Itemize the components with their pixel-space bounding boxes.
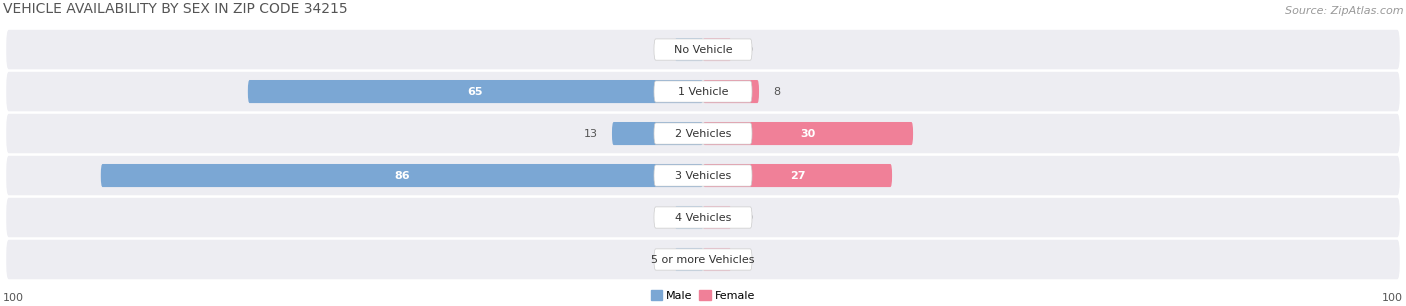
FancyBboxPatch shape [101,164,703,187]
Text: 4 Vehicles: 4 Vehicles [675,213,731,222]
FancyBboxPatch shape [654,81,752,102]
FancyBboxPatch shape [703,80,759,103]
Text: 0: 0 [745,255,752,264]
FancyBboxPatch shape [703,164,891,187]
Text: VEHICLE AVAILABILITY BY SEX IN ZIP CODE 34215: VEHICLE AVAILABILITY BY SEX IN ZIP CODE … [3,2,347,16]
Text: 0: 0 [654,45,661,54]
FancyBboxPatch shape [703,248,731,271]
Legend: Male, Female: Male, Female [647,286,759,305]
FancyBboxPatch shape [247,80,703,103]
Text: 0: 0 [654,213,661,222]
FancyBboxPatch shape [675,38,703,61]
Text: Source: ZipAtlas.com: Source: ZipAtlas.com [1285,6,1403,16]
Text: 27: 27 [790,170,806,181]
FancyBboxPatch shape [6,198,1400,237]
Text: No Vehicle: No Vehicle [673,45,733,54]
FancyBboxPatch shape [654,165,752,186]
Text: 30: 30 [800,129,815,139]
FancyBboxPatch shape [703,122,912,145]
Text: 65: 65 [468,87,484,97]
FancyBboxPatch shape [703,38,731,61]
FancyBboxPatch shape [654,39,752,60]
FancyBboxPatch shape [6,240,1400,279]
FancyBboxPatch shape [675,248,703,271]
Text: 5 or more Vehicles: 5 or more Vehicles [651,255,755,264]
FancyBboxPatch shape [703,206,731,229]
Text: 8: 8 [773,87,780,97]
FancyBboxPatch shape [6,72,1400,111]
FancyBboxPatch shape [6,30,1400,69]
Text: 0: 0 [654,255,661,264]
Text: 100: 100 [3,293,24,303]
FancyBboxPatch shape [675,206,703,229]
FancyBboxPatch shape [654,123,752,144]
Text: 0: 0 [745,45,752,54]
FancyBboxPatch shape [6,114,1400,153]
Text: 3 Vehicles: 3 Vehicles [675,170,731,181]
FancyBboxPatch shape [654,207,752,228]
Text: 0: 0 [745,213,752,222]
Text: 1 Vehicle: 1 Vehicle [678,87,728,97]
Text: 13: 13 [583,129,598,139]
FancyBboxPatch shape [654,249,752,270]
Text: 2 Vehicles: 2 Vehicles [675,129,731,139]
Text: 100: 100 [1382,293,1403,303]
Text: 86: 86 [394,170,409,181]
FancyBboxPatch shape [612,122,703,145]
FancyBboxPatch shape [6,156,1400,195]
